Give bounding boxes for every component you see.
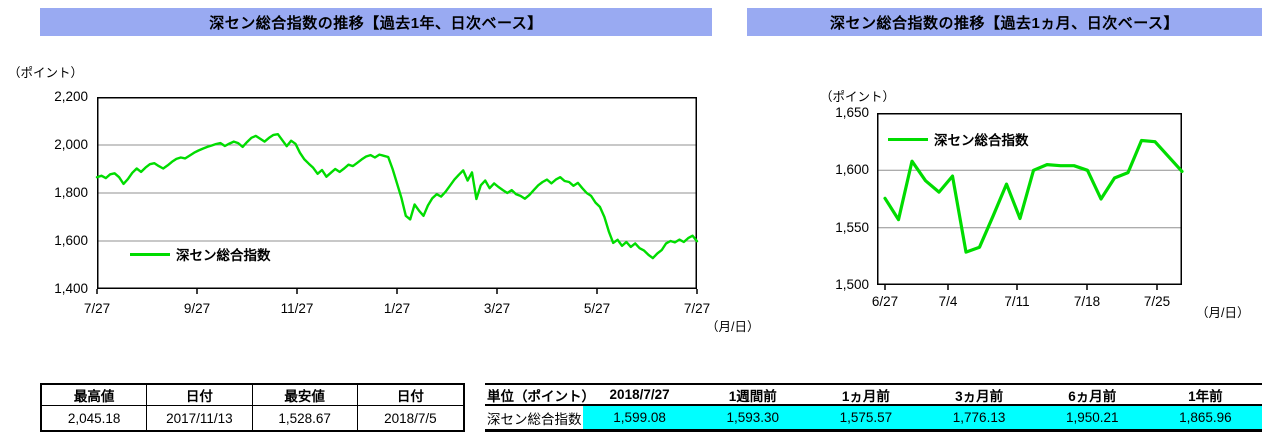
legend-label: 深セン総合指数	[176, 248, 271, 263]
x-tick-label-1y: 11/27	[280, 301, 314, 316]
summary-row-label: 深セン総合指数	[487, 411, 582, 427]
minmax-table: 最高値 日付 最安値 日付 2,045.18 2017/11/13 1,528.67 2018…	[40, 383, 465, 432]
minmax-value-cell: 2,045.18	[42, 406, 148, 430]
x-tick-label-1m: 7/18	[1073, 294, 1101, 309]
minmax-header-cell: 日付	[357, 385, 463, 406]
summary-header-cell: 1ヵ月前	[809, 385, 923, 406]
line-chart-1y	[95, 97, 699, 294]
y-axis-unit-label-1m: （ポイント）	[820, 90, 896, 104]
minmax-header-cell: 最高値	[42, 385, 148, 406]
line-chart-1m	[877, 113, 1184, 290]
x-tick-label-1y: 7/27	[83, 301, 111, 316]
summary-header-cell: 6ヵ月前	[1035, 385, 1149, 406]
summary-value-cell: 1,599.08	[583, 406, 697, 429]
summary-header-cell: 2018/7/27	[583, 385, 697, 406]
x-tick-label-1m: 7/11	[1004, 294, 1030, 309]
summary-header-cell: 1週間前	[696, 385, 810, 406]
x-tick-label-1y: 9/27	[183, 301, 211, 316]
legend-line-swatch-icon	[130, 252, 170, 256]
x-tick-label-1y: 1/27	[383, 301, 411, 316]
summary-value-cell: 1,865.96	[1148, 406, 1262, 429]
chart-title-1y: 深セン総合指数の推移【過去1年、日次ベース】	[40, 8, 712, 36]
y-axis-unit-label-1y: （ポイント）	[8, 66, 84, 80]
x-tick-label-1m: 7/4	[938, 294, 958, 309]
x-tick-label-1y: 7/27	[683, 301, 711, 316]
y-tick-label-1y: 1,400	[54, 281, 88, 296]
summary-value-cell: 1,593.30	[696, 406, 810, 429]
summary-header-cell: 3ヵ月前	[922, 385, 1036, 406]
minmax-header-cell: 最安値	[252, 385, 358, 406]
y-tick-label-1y: 1,800	[54, 185, 88, 200]
summary-header-cell: 単位（ポイント）	[485, 385, 595, 406]
x-axis-unit-label-1y: （月/日）	[706, 320, 760, 334]
legend-1m: 深セン総合指数	[888, 129, 1029, 149]
x-tick-label-1m: 7/25	[1143, 294, 1171, 309]
x-axis-unit-label-1m: （月/日）	[1196, 306, 1250, 320]
minmax-value-cell: 1,528.67	[253, 406, 358, 430]
summary-header-cell: 1年前	[1148, 385, 1262, 406]
summary-value-cell: 1,575.57	[809, 406, 923, 429]
legend-line-swatch-icon	[888, 137, 928, 141]
x-tick-label-1y: 3/27	[483, 301, 511, 316]
y-tick-label-1y: 1,600	[54, 233, 88, 248]
legend-label: 深セン総合指数	[934, 133, 1029, 148]
x-tick-label-1m: 6/27	[871, 294, 899, 309]
summary-table: 単位（ポイント） 2018/7/27 1週間前 1ヵ月前 3ヵ月前 6ヵ月前 1年前深セン総…	[485, 383, 1262, 432]
y-tick-label-1y: 2,200	[54, 89, 88, 104]
x-tick-label-1y: 5/27	[583, 301, 611, 316]
summary-value-cell: 1,776.13	[922, 406, 1036, 429]
y-tick-label-1m: 1,500	[835, 277, 869, 292]
y-tick-label-1m: 1,650	[835, 105, 869, 120]
legend-1y: 深セン総合指数	[130, 244, 271, 264]
chart-title-1m: 深セン総合指数の推移【過去1ヵ月、日次ベース】	[747, 8, 1262, 36]
y-tick-label-1m: 1,600	[835, 162, 869, 178]
minmax-value-cell: 2017/11/13	[147, 406, 253, 430]
y-tick-label-1m: 1,550	[835, 219, 869, 235]
minmax-header-cell: 日付	[147, 385, 253, 406]
y-tick-label-1y: 2,000	[54, 137, 88, 152]
minmax-value-cell: 2018/7/5	[384, 410, 437, 426]
summary-value-cell: 1,950.21	[1035, 406, 1149, 429]
